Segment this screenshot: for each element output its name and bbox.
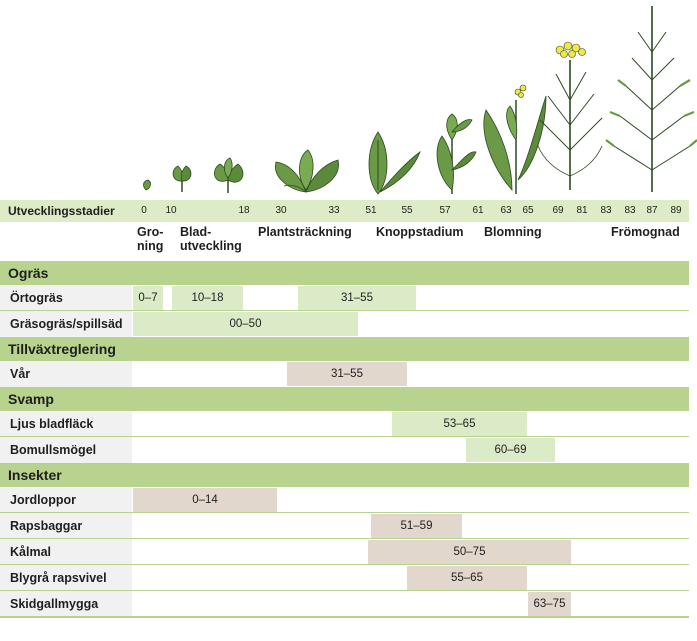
plant-stage-leaf-development-icon — [214, 157, 244, 193]
axis-tick: 65 — [522, 205, 534, 216]
plant-growth-illustrations — [143, 6, 697, 195]
phase-line: Gro- — [137, 225, 164, 239]
table-row-jordloppor: Jordloppor 0–14 — [0, 487, 689, 513]
axis-tick: 69 — [552, 205, 564, 216]
bar-jordloppor-0-14: 0–14 — [133, 488, 277, 512]
bar-rapsbaggar-51-59: 51–59 — [371, 514, 462, 538]
plant-stage-stem-icon — [436, 113, 477, 194]
phase-line: Plantsträckning — [258, 225, 352, 239]
axis-label: Utvecklingsstadier — [8, 204, 115, 218]
axis-tick: 63 — [500, 205, 512, 216]
plant-stage-bud-icon — [368, 131, 421, 195]
axis-tick: 83 — [624, 205, 636, 216]
table-row-bomullsmogel: Bomullsmögel 60–69 — [0, 437, 689, 463]
table-row-grasogras-spillsad: Gräsogräs/spillsäd 00–50 — [0, 311, 689, 337]
phase-line: ning — [137, 239, 164, 253]
bar-kalmal-50-75: 50–75 — [368, 540, 571, 564]
section-title: Tillväxtreglering — [8, 341, 116, 357]
bar-ljus-bladflack-53-65: 53–65 — [392, 412, 527, 436]
table-row-skidgallmygga: Skidgallmygga 63–75 — [0, 591, 689, 617]
phase-line: Frömognad — [611, 225, 680, 239]
row-label: Rapsbaggar — [0, 513, 132, 539]
bar-var-31-55: 31–55 — [287, 362, 407, 386]
section-header-svamp: Svamp — [0, 387, 689, 411]
row-divider — [0, 616, 689, 618]
row-label: Gräsogräs/spillsäd — [0, 311, 132, 337]
plant-stage-rosette-icon — [275, 149, 339, 193]
row-label: Bomullsmögel — [0, 437, 132, 463]
section-title: Svamp — [8, 391, 54, 407]
row-label: Skidgallmygga — [0, 591, 132, 617]
section-header-tillvaxtreglering: Tillväxtreglering — [0, 337, 689, 361]
axis-tick: 83 — [600, 205, 612, 216]
axis-tick: 57 — [439, 205, 451, 216]
table-row-kalmal: Kålmal 50–75 — [0, 539, 689, 565]
bar-ortogras-0-7: 0–7 — [133, 286, 163, 310]
phase-seed-ripening: Frömognad — [611, 225, 680, 239]
plant-stage-seedling-icon — [172, 165, 192, 192]
row-label: Ljus bladfläck — [0, 411, 132, 437]
row-label: Vår — [0, 361, 132, 387]
bar-grasogras-spillsad-0-50: 00–50 — [133, 312, 358, 336]
bar-ortogras-31-55: 31–55 — [298, 286, 416, 310]
phase-germination: Gro- ning — [137, 225, 163, 253]
section-header-insekter: Insekter — [0, 463, 689, 487]
bar-skidgallmygga-63-75: 63–75 — [528, 592, 571, 616]
section-header-ogras: Ogräs — [0, 261, 689, 285]
bar-bomullsmogel-60-69: 60–69 — [466, 438, 555, 462]
axis-tick: 30 — [275, 205, 287, 216]
row-label: Örtogräs — [0, 285, 132, 311]
phase-leaf-development: Blad- utveckling — [180, 225, 242, 253]
axis-tick: 33 — [328, 205, 340, 216]
phase-bud-stage: Knoppstadium — [376, 225, 464, 239]
table-row-ljus-bladflack: Ljus bladfläck 53–65 — [0, 411, 689, 437]
phase-flowering: Blomning — [484, 225, 542, 239]
axis-tick: 51 — [365, 205, 377, 216]
phase-line: Blad- — [180, 225, 212, 239]
bar-ortogras-10-18: 10–18 — [172, 286, 243, 310]
axis-tick: 55 — [401, 205, 413, 216]
plant-stage-full-bloom-icon — [537, 41, 603, 190]
axis-tick: 18 — [238, 205, 250, 216]
development-stage-axis: Utvecklingsstadier 0 10 18 30 33 51 55 5… — [0, 200, 689, 222]
section-title: Ogräs — [8, 265, 49, 281]
table-row-ortogras: Örtogräs 0–7 10–18 31–55 — [0, 285, 689, 311]
table-row-blygra-rapsvivel: Blygrå rapsvivel 55–65 — [0, 565, 689, 591]
phase-line: utveckling — [180, 239, 242, 253]
axis-tick: 89 — [670, 205, 682, 216]
axis-tick: 87 — [646, 205, 658, 216]
phase-line: Blomning — [484, 225, 542, 239]
axis-tick: 81 — [576, 205, 588, 216]
table-row-rapsbaggar: Rapsbaggar 51–59 — [0, 513, 689, 539]
row-label: Jordloppor — [0, 487, 132, 513]
plant-stage-germination-icon — [143, 179, 151, 191]
plant-stage-flowering-icon — [483, 84, 547, 194]
row-label: Kålmal — [0, 539, 132, 565]
axis-tick: 0 — [141, 205, 147, 216]
bar-blygra-rapsvivel-55-65: 55–65 — [407, 566, 527, 590]
axis-tick: 10 — [165, 205, 177, 216]
table-row-var: Vår 31–55 — [0, 361, 689, 387]
axis-tick: 61 — [472, 205, 484, 216]
row-label: Blygrå rapsvivel — [0, 565, 132, 591]
phase-stem-elongation: Plantsträckning — [258, 225, 352, 239]
section-title: Insekter — [8, 467, 62, 483]
phase-line: Knoppstadium — [376, 225, 464, 239]
plant-stage-seed-ripening-icon — [605, 6, 697, 192]
